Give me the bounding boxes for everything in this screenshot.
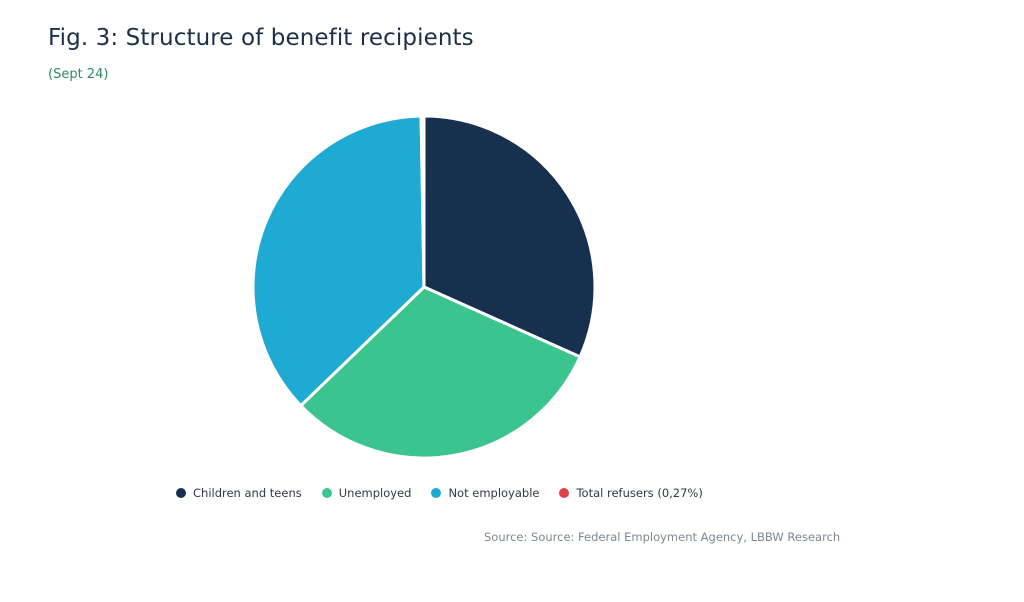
legend-marker bbox=[321, 488, 332, 498]
legend-label: Unemployed bbox=[338, 486, 412, 500]
legend-item-not-employable[interactable]: Not employable bbox=[431, 486, 539, 500]
chart-subtitle: (Sept 24) bbox=[48, 67, 109, 82]
legend-item-unemployed[interactable]: Unemployed bbox=[321, 486, 412, 500]
pie-slice-children-and-teens[interactable] bbox=[422, 114, 597, 359]
pie-slice-not-employable[interactable] bbox=[251, 114, 426, 408]
legend-label: Total refusers (0,27%) bbox=[576, 486, 703, 500]
pie-slice-total-refusers[interactable] bbox=[419, 114, 426, 289]
legend-marker bbox=[176, 488, 186, 498]
legend-label: Children and teens bbox=[193, 486, 302, 500]
source-note: Source: Source: Federal Employment Agenc… bbox=[484, 530, 841, 544]
chart-legend: Children and teens Unemployed Not employ… bbox=[176, 486, 723, 500]
pie-slice-unemployed[interactable] bbox=[299, 285, 582, 460]
chart-title: Fig. 3: Structure of benefit recipients bbox=[48, 25, 474, 51]
legend-item-total-refusers[interactable]: Total refusers (0,27%) bbox=[559, 486, 703, 500]
legend-marker bbox=[559, 488, 570, 498]
legend-label: Not employable bbox=[448, 486, 540, 500]
legend-item-children-and-teens[interactable]: Children and teens bbox=[176, 486, 302, 500]
legend-marker bbox=[431, 488, 442, 498]
